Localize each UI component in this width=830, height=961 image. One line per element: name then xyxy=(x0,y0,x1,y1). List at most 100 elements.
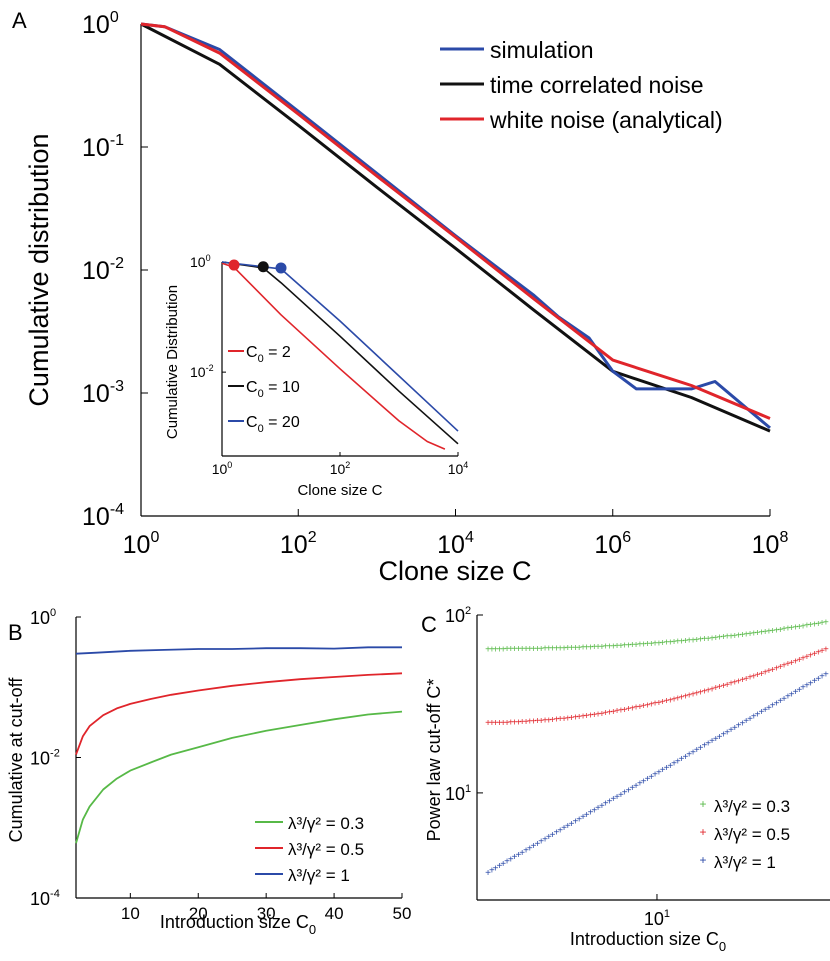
panel-b-x-tick-label: 40 xyxy=(325,904,344,923)
panel-c-point: + xyxy=(633,781,639,792)
panel-c-point: + xyxy=(720,730,726,741)
panel-c-point: + xyxy=(550,715,556,726)
panel-c-point: + xyxy=(713,633,719,644)
panel-c-point: + xyxy=(808,620,814,631)
panel-c-point: + xyxy=(796,622,802,633)
inset-x-tick-label: 102 xyxy=(330,460,351,477)
panel-c-point: + xyxy=(774,698,780,709)
panel-c-point: + xyxy=(561,823,567,834)
panel-a-series xyxy=(140,22,771,433)
panel-c-point: + xyxy=(534,716,540,727)
panel-c-point: + xyxy=(747,673,753,684)
panel-c-point: + xyxy=(671,759,677,770)
panel-c-point: + xyxy=(717,682,723,693)
panel-a-line-0 xyxy=(140,22,771,430)
panel-c-point: + xyxy=(728,725,734,736)
panel-c-point: + xyxy=(546,644,552,655)
panel-c-point: + xyxy=(785,624,791,635)
panel-c-point: + xyxy=(652,770,658,781)
panel-c-point: + xyxy=(660,697,666,708)
panel-c-point: + xyxy=(793,623,799,634)
panel-c-point: + xyxy=(576,712,582,723)
panel-c-point: + xyxy=(603,642,609,653)
panel-c-x-tick-label: 101 xyxy=(644,908,670,929)
panel-c-point: + xyxy=(580,712,586,723)
inset-y-label: Cumulative Distribution xyxy=(164,285,181,439)
panel-c-point: + xyxy=(812,619,818,630)
panel-c-point: + xyxy=(755,710,761,721)
panel-c-point: + xyxy=(629,783,635,794)
panel-c-point: + xyxy=(751,629,757,640)
panel-a-x-tick-label: 100 xyxy=(123,529,160,559)
panel-c-point: + xyxy=(542,716,548,727)
panel-c-point: + xyxy=(523,717,529,728)
panel-c-point: + xyxy=(717,633,723,644)
panel-c-y-label: Power law cut-off C* xyxy=(424,679,444,842)
panel-c-point: + xyxy=(645,774,651,785)
panel-c-point: + xyxy=(732,678,738,689)
panel-c-point: + xyxy=(633,703,639,714)
panel-c-point: + xyxy=(519,644,525,655)
panel-c-point: + xyxy=(546,715,552,726)
inset-legend-label-c0-20: C0 = 20 xyxy=(246,414,300,435)
panel-c-point: + xyxy=(508,854,514,865)
panel-c-point: + xyxy=(557,826,563,837)
panel-c-point: + xyxy=(527,644,533,655)
panel-c-legend-label-0: λ³/γ² = 0.3 xyxy=(714,797,790,816)
panel-c-point: + xyxy=(553,828,559,839)
panel-c-point: + xyxy=(637,640,643,651)
panel-c-point: + xyxy=(812,649,818,660)
panel-c-point: + xyxy=(664,638,670,649)
panel-c-point: + xyxy=(770,626,776,637)
panel-c-point: + xyxy=(527,717,533,728)
panel-c-point: + xyxy=(694,689,700,700)
panel-c-point: + xyxy=(523,644,529,655)
panel-c-point: + xyxy=(569,819,575,830)
panel-c-point: + xyxy=(626,785,632,796)
panel-a-x-label: Clone size C xyxy=(378,556,531,586)
panel-b-legend: λ³/γ² = 0.3 λ³/γ² = 0.5 λ³/γ² = 1 xyxy=(255,814,364,885)
panel-c-point: + xyxy=(489,866,495,877)
panel-b-ticks: 10 20 30 40 50 100 10-2 10-4 xyxy=(30,607,411,923)
panel-c-point: + xyxy=(618,790,624,801)
panel-c-point: + xyxy=(534,839,540,850)
panel-c-point: + xyxy=(557,643,563,654)
panel-c-point: + xyxy=(713,683,719,694)
panel-c-point: + xyxy=(815,619,821,630)
panel-c-point: + xyxy=(527,843,533,854)
panel-c-legend: + λ³/γ² = 0.3 + λ³/γ² = 0.5 + λ³/γ² = 1 xyxy=(699,797,790,872)
panel-c-point: + xyxy=(584,810,590,821)
panel-c-point: + xyxy=(572,643,578,654)
inset-legend-label-c0-10: C0 = 10 xyxy=(246,379,300,400)
panel-c-point: + xyxy=(686,750,692,761)
panel-c-point: + xyxy=(698,635,704,646)
panel-a-y-label: Cumulative distribution xyxy=(24,133,54,406)
panel-c-point: + xyxy=(614,706,620,717)
panel-c-point: + xyxy=(618,641,624,652)
panel-c-point: + xyxy=(599,801,605,812)
panel-c-point: + xyxy=(595,803,601,814)
panel-c-point: + xyxy=(789,623,795,634)
panel-c-point: + xyxy=(656,638,662,649)
panel-c-point: + xyxy=(569,713,575,724)
panel-c-point: + xyxy=(739,630,745,641)
panel-a-ticks: 100 102 104 106 108 100 10-1 10-2 10-3 10-4 xyxy=(82,9,788,559)
panel-c-point: + xyxy=(512,718,518,729)
panel-c-point: + xyxy=(717,732,723,743)
panel-c-point: + xyxy=(671,694,677,705)
panel-c-point: + xyxy=(808,651,814,662)
panel-b-y-tick-label: 10-2 xyxy=(30,748,60,769)
inset-series xyxy=(221,259,459,450)
panel-c-point: + xyxy=(603,708,609,719)
panel-c-point: + xyxy=(648,772,654,783)
panel-c-point: + xyxy=(565,643,571,654)
panel-c-point: + xyxy=(641,639,647,650)
panel-c-point: + xyxy=(504,857,510,868)
panel-c-point: + xyxy=(648,639,654,650)
panel-c-point: + xyxy=(800,654,806,665)
panel-label-c: C xyxy=(421,612,437,637)
panel-c-point: + xyxy=(812,676,818,687)
panel-c-point: + xyxy=(819,618,825,629)
panel-c-point: + xyxy=(724,680,730,691)
